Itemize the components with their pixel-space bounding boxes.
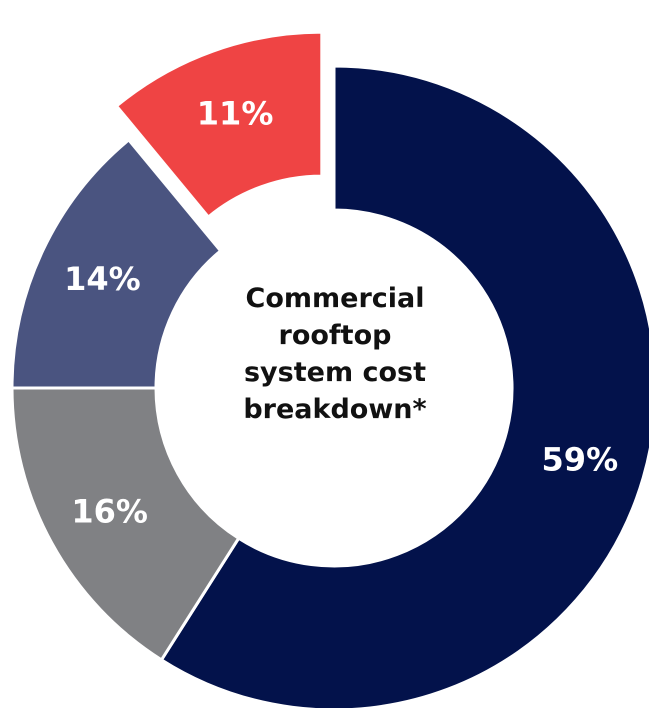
center-title-line-4: breakdown* [243, 394, 427, 425]
slice-label-11: 11% [197, 94, 274, 132]
slice-16 [10, 386, 241, 662]
labels-group: 59% 16% 14% 11% [64, 94, 618, 530]
slice-label-14: 14% [64, 260, 141, 298]
slice-label-16: 16% [71, 492, 148, 530]
center-title-line-2: rooftop [278, 320, 392, 351]
center-title: Commercial rooftop system cost breakdown… [190, 280, 480, 428]
slice-59 [159, 64, 649, 708]
center-title-line-3: system cost [243, 357, 427, 388]
slices-group [10, 30, 649, 708]
center-title-line-1: Commercial [245, 283, 425, 314]
slice-14 [10, 137, 223, 390]
slice-11 [114, 30, 324, 220]
slice-label-59: 59% [542, 440, 619, 478]
